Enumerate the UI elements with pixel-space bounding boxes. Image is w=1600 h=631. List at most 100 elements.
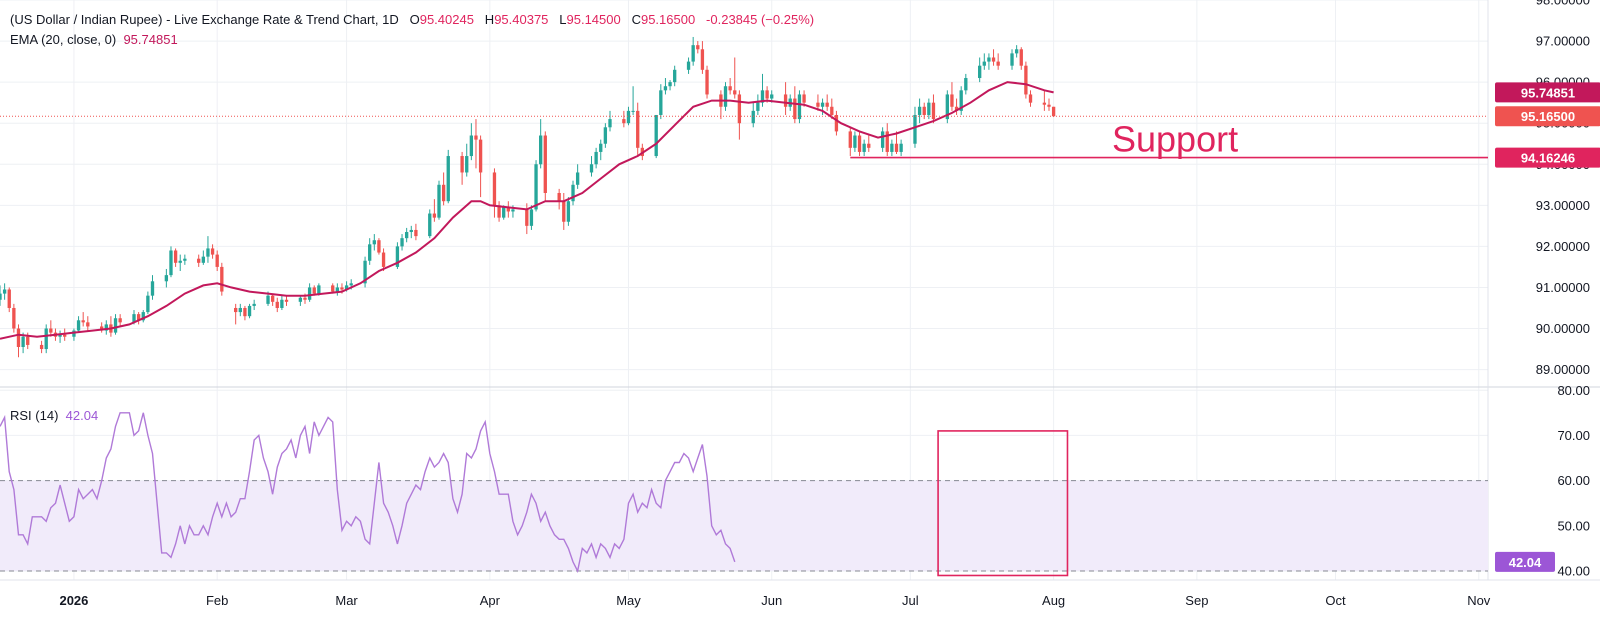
ema-value: 95.74851 [123, 32, 178, 47]
candle-down [1042, 102, 1047, 105]
price-tick-label: 90.00000 [1536, 321, 1590, 336]
candle-down [636, 110, 640, 148]
candle-up [853, 135, 857, 148]
high-value: 95.40375 [494, 12, 549, 27]
candle-down [1019, 49, 1023, 66]
last-price-badge-bg [1495, 106, 1600, 127]
candle-up [987, 57, 991, 62]
candle-up [132, 314, 136, 323]
candle-up [673, 69, 677, 83]
candle-down [26, 336, 30, 345]
candle-up [913, 114, 917, 144]
candle-up [307, 287, 312, 300]
candle-up [511, 209, 515, 212]
candle-down [460, 156, 464, 173]
candle-down [1051, 106, 1056, 117]
candle-up [280, 299, 284, 308]
rsi-tick-label: 80.00 [1557, 383, 1590, 398]
candle-down [210, 248, 215, 255]
candle-up [76, 320, 81, 331]
candle-down [478, 139, 483, 173]
candle-down [220, 266, 224, 292]
rsi-band [0, 480, 1488, 571]
candle-down [1028, 94, 1033, 103]
candle-up [760, 90, 765, 103]
last-price-badge: 95.16500 [1521, 109, 1575, 124]
candle-up [428, 213, 432, 237]
candle-up [575, 172, 580, 185]
candle-down [474, 135, 478, 140]
candle-down [700, 49, 705, 70]
candle-up [529, 209, 534, 226]
candle-down [441, 184, 446, 202]
time-tick-label: Jul [902, 593, 919, 608]
candle-up [723, 86, 728, 107]
candle-up [659, 90, 663, 115]
rsi-badge: 42.04 [1509, 555, 1542, 570]
candle-down [100, 326, 104, 331]
candle-up [917, 106, 922, 115]
candle-down [381, 252, 386, 267]
candle-down [954, 106, 959, 111]
candle-down [243, 307, 247, 317]
symbol-header: (US Dollar / Indian Rupee) - Live Exchan… [10, 12, 814, 27]
candle-down [857, 135, 862, 152]
candle-down [270, 295, 275, 302]
candle-up [1014, 49, 1019, 54]
candle-down [622, 119, 626, 124]
candle-down [737, 94, 742, 124]
close-label: C [631, 12, 641, 27]
candle-down [197, 258, 201, 263]
candle-down [340, 287, 344, 290]
candle-up [169, 250, 173, 276]
candle-up [608, 119, 612, 128]
candle-down [39, 344, 44, 350]
candle-up [178, 260, 182, 263]
candle-up [368, 244, 372, 261]
candle-down [848, 131, 852, 148]
candle-down [86, 322, 90, 327]
candle-down [562, 201, 566, 222]
rsi-value: 42.04 [65, 408, 99, 423]
candle-down [991, 57, 996, 62]
candle-up [349, 283, 353, 286]
price-tick-label: 93.00000 [1536, 198, 1590, 213]
ema-legend[interactable]: EMA (20, close, 0) 95.74851 [10, 32, 178, 47]
candle-up [437, 184, 441, 218]
candle-up [335, 287, 340, 292]
candle-up [58, 334, 62, 337]
candle-down [885, 131, 889, 152]
candle-up [183, 258, 187, 261]
candle-down [525, 209, 529, 226]
candle-up [252, 303, 256, 306]
candle-up [603, 127, 608, 144]
candle-down [543, 135, 547, 193]
candle-up [899, 143, 903, 152]
candle-up [654, 114, 658, 157]
candle-up [404, 232, 409, 239]
time-tick-label: Feb [206, 593, 228, 608]
candle-up [751, 110, 755, 124]
candle-up [72, 330, 76, 337]
candle-down [793, 98, 797, 120]
rsi-legend[interactable]: RSI (14) 42.04 [10, 408, 98, 423]
candle-up [317, 285, 321, 294]
candle-down [765, 90, 769, 99]
candle-down [783, 94, 788, 107]
candle-up [298, 297, 303, 302]
candle-up [945, 94, 949, 120]
candle-up [599, 143, 603, 152]
candle-down [118, 318, 122, 323]
low-label: L [559, 12, 567, 27]
candle-up [566, 201, 571, 222]
candle-down [506, 207, 510, 212]
candle-down [331, 285, 335, 292]
candle-down [1024, 65, 1028, 95]
symbol-title: (US Dollar / Indian Rupee) - Live Exchan… [10, 12, 399, 27]
support-badge-bg [1495, 147, 1600, 168]
price-tick-label: 89.00000 [1536, 362, 1590, 377]
candle-up [395, 246, 400, 267]
time-tick-label: Aug [1042, 593, 1065, 608]
candle-down [173, 250, 178, 263]
